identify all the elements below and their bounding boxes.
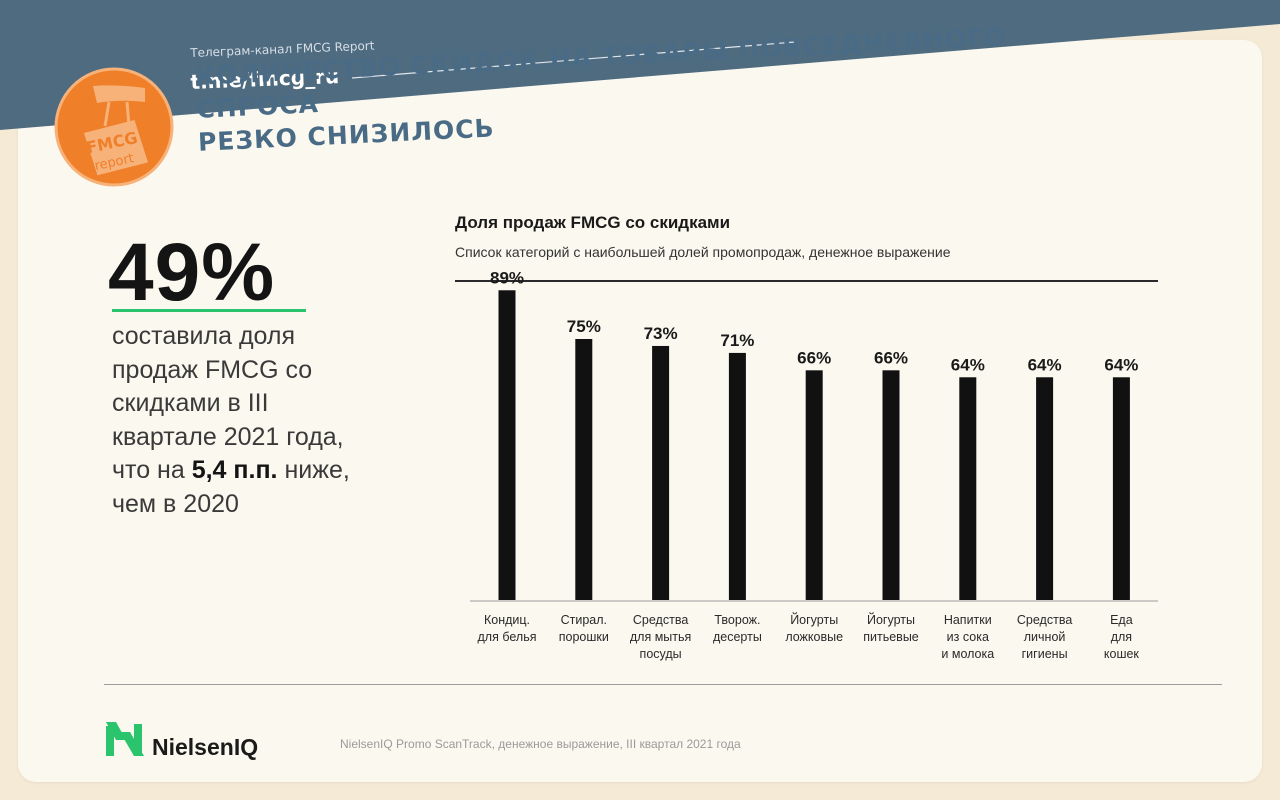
data-label-8: 64% <box>1104 355 1138 374</box>
category-label-4: Йогурты ложковые <box>785 612 843 644</box>
category-label-0: Кондиц. для белья <box>478 613 537 644</box>
stat-line-5-post: ниже, <box>277 456 350 484</box>
category-label-4-line-0: Йогурты <box>790 612 838 627</box>
bar-1 <box>575 339 593 600</box>
banner-shape <box>0 0 1280 130</box>
stat-line-4: квартале 2021 года, <box>112 422 344 451</box>
category-label-4-line-1: ложковые <box>785 630 843 644</box>
category-label-6-line-0: Напитки <box>944 613 992 627</box>
stat-line-5-pre: что на <box>112 456 192 484</box>
bar-0 <box>498 290 516 600</box>
category-label-8-line-2: кошек <box>1104 647 1140 661</box>
bar-2 <box>652 345 670 600</box>
category-label-8-line-0: Еда <box>1110 613 1133 627</box>
category-label-2: Средства для мытья посуды <box>630 613 691 661</box>
content-card <box>18 40 1262 782</box>
category-label-7: Средства личной гигиены <box>1017 613 1072 661</box>
data-label-7: 64% <box>1028 355 1062 374</box>
data-label-1: 75% <box>567 317 601 336</box>
nielsen-logo-icon <box>106 722 144 756</box>
category-label-8-line-1: для <box>1111 630 1132 644</box>
stat-line-3: скидками в III <box>112 389 269 417</box>
stat-line-5-bold: 5,4 п.п. <box>191 456 278 484</box>
category-label-2-line-1: для мытья <box>630 630 691 644</box>
category-label-6-line-2: и молока <box>941 647 994 661</box>
category-label-1-line-1: порошки <box>559 630 609 644</box>
nielsen-brand: NielsenIQ <box>152 734 259 760</box>
bar-5 <box>882 370 900 600</box>
data-label-0: 89% <box>490 268 524 287</box>
category-label-0-line-0: Кондиц. <box>484 613 530 627</box>
bar-4 <box>805 370 823 600</box>
stat-line-1: составила доля <box>112 322 296 350</box>
stat-line-5: что на 5,4 п.п. ниже, <box>112 454 382 488</box>
category-label-7-line-0: Средства <box>1017 613 1072 627</box>
data-label-6: 64% <box>951 355 985 374</box>
header-banner <box>0 0 1280 140</box>
category-label-8: Еда для кошек <box>1104 613 1140 661</box>
category-label-3-line-0: Творож. <box>714 613 760 627</box>
category-label-2-line-0: Средства <box>633 613 688 627</box>
bar-3 <box>728 352 746 600</box>
bar-7 <box>1036 377 1054 600</box>
category-label-1: Стирал. порошки <box>559 613 609 644</box>
chart-top-rule <box>455 280 1158 282</box>
category-label-6-line-1: из сока <box>947 630 989 644</box>
category-label-7-line-1: личной <box>1024 630 1066 644</box>
category-label-1-line-0: Стирал. <box>561 613 607 627</box>
stat-description: составила доля продаж FMCG со скидками в… <box>112 320 382 521</box>
footer-divider <box>104 684 1222 685</box>
category-label-6: Напитки из сока и молока <box>941 613 994 661</box>
category-label-3-line-1: десерты <box>713 630 762 644</box>
data-label-2: 73% <box>644 324 678 343</box>
big-stat-value: 49% <box>108 227 276 318</box>
chart-subtitle: Список категорий с наибольшей долей пром… <box>455 244 951 260</box>
stat-line-6: чем в 2020 <box>112 489 239 518</box>
stat-underline <box>112 309 306 312</box>
category-label-0-line-1: для белья <box>478 630 537 644</box>
fmcg-report-logo: FMCG report <box>54 67 174 187</box>
category-label-7-line-2: гигиены <box>1022 647 1068 661</box>
category-label-5-line-1: питьевые <box>863 630 919 644</box>
bar-8 <box>1112 377 1130 600</box>
data-label-3: 71% <box>720 331 754 350</box>
source-note: NielsenIQ Promo ScanTrack, денежное выра… <box>340 737 741 751</box>
data-label-4: 66% <box>797 348 831 367</box>
chart-title: Доля продаж FMCG со скидками <box>455 213 731 232</box>
data-label-5: 66% <box>874 348 908 367</box>
stat-line-2: продаж FMCG со <box>112 355 313 384</box>
category-label-2-line-2: посуды <box>640 647 682 661</box>
category-label-5-line-0: Йогурты <box>867 612 915 627</box>
category-label-3: Творож. десерты <box>713 613 762 644</box>
category-label-5: Йогурты питьевые <box>863 612 919 644</box>
bar-6 <box>959 377 977 600</box>
